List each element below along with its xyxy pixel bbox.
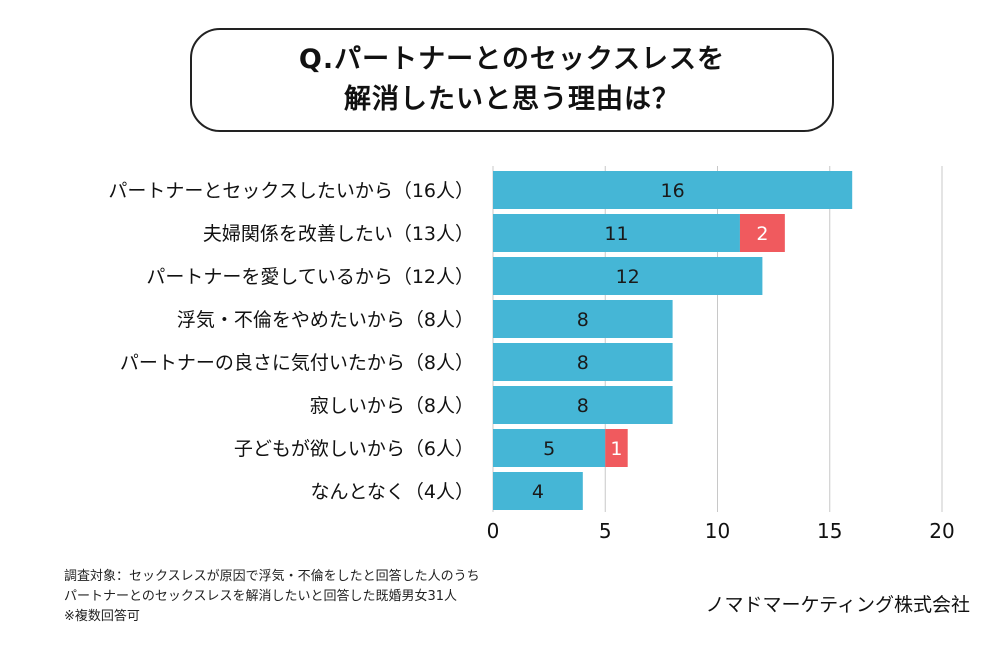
x-tick-label: 15	[817, 519, 842, 543]
notes-line-3: ※複数回答可	[64, 609, 140, 624]
bar-value-label: 8	[577, 352, 589, 374]
category-label: 子どもが欲しいから（6人）	[234, 438, 474, 460]
category-label: 浮気・不倫をやめたいから（8人）	[177, 309, 474, 331]
bar-value-label: 11	[604, 223, 628, 245]
bar	[493, 257, 763, 295]
category-label: パートナーとセックスしたいから（16人）	[108, 180, 474, 202]
bar-value-label: 16	[661, 180, 685, 202]
bar-value-label: 4	[532, 481, 544, 503]
bar-value-label: 5	[543, 438, 555, 460]
category-label: なんとなく（4人）	[310, 481, 474, 503]
bar-value-label: 12	[616, 266, 640, 288]
bar	[493, 214, 740, 252]
category-label: パートナーの良さに気付いたから（8人）	[120, 352, 474, 374]
company-name: ノマドマーケティング株式会社	[705, 594, 970, 616]
title-line-1: Q.パートナーとのセックスレスを	[298, 44, 726, 75]
title-line-2: 解消したいと思う理由は？	[344, 84, 680, 115]
title-box: Q.パートナーとのセックスレスを 解消したいと思う理由は？	[190, 28, 834, 132]
bar	[493, 343, 673, 381]
x-tick-label: 10	[705, 519, 730, 543]
bar	[605, 429, 628, 467]
x-tick-label: 0	[487, 519, 500, 543]
bar-value-label: 2	[756, 223, 768, 245]
x-tick-label: 5	[599, 519, 612, 543]
bar-value-label: 1	[610, 438, 622, 460]
x-tick-label: 20	[929, 519, 954, 543]
bar	[493, 472, 583, 510]
bar-value-label: 8	[577, 395, 589, 417]
notes-line-2: パートナーとのセックスレスを解消したいと回答した既婚男女31人	[64, 589, 458, 604]
category-label: 夫婦関係を改善したい（13人）	[203, 223, 474, 245]
category-label: パートナーを愛しているから（12人）	[146, 266, 474, 288]
notes-line-1: 調査対象：セックスレスが原因で浮気・不倫をしたと回答した人のうち	[64, 569, 480, 584]
bar	[493, 429, 606, 467]
bar	[739, 214, 785, 252]
category-label: 寂しいから（8人）	[310, 395, 474, 417]
bar	[493, 300, 673, 338]
bar-value-label: 8	[577, 309, 589, 331]
bar	[493, 171, 853, 209]
bar	[493, 386, 673, 424]
survey-notes: 調査対象：セックスレスが原因で浮気・不倫をしたと回答した人のうち パートナーとの…	[64, 567, 480, 627]
